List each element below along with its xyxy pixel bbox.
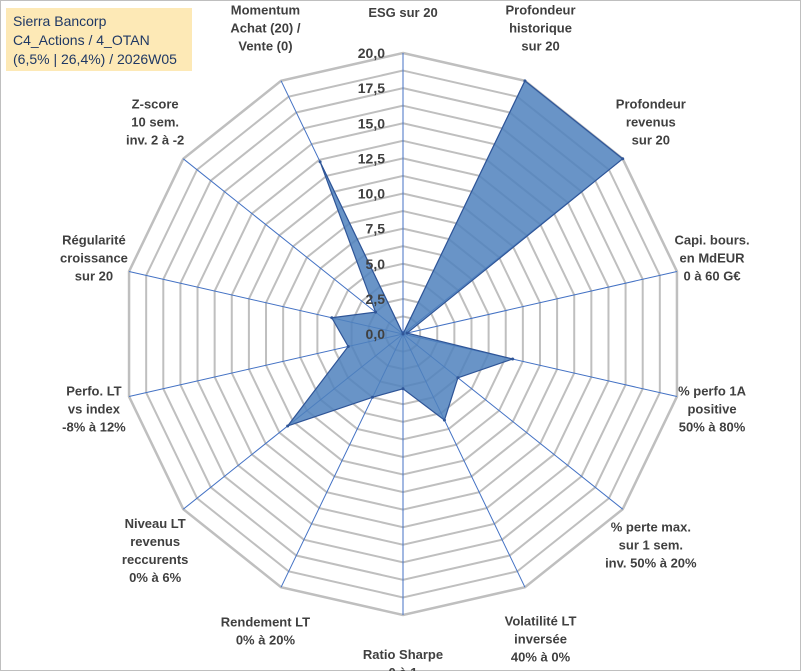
- axis-label-line: Régularité: [62, 233, 126, 248]
- axis-label-line: revenus: [626, 115, 676, 130]
- axis-label: Perfo. LT vs index -8% à 12%: [62, 383, 126, 434]
- axis-label-line: ESG sur 20: [368, 5, 437, 20]
- data-point: [346, 345, 350, 349]
- axis-label-line: -8% à 12%: [62, 419, 126, 434]
- data-point: [286, 424, 290, 428]
- axis-label-line: inv. 2 à -2: [126, 133, 184, 148]
- axis-spoke: [182, 158, 404, 335]
- tick-label: 0,0: [366, 326, 386, 342]
- tick-label: 2,5: [366, 291, 386, 307]
- tick-label: 7,5: [366, 221, 386, 237]
- axis-label: Momentum Achat (20) / Vente (0): [230, 3, 300, 54]
- axis-label-line: Vente (0): [238, 39, 292, 54]
- axis-label-line: 10 sem.: [131, 115, 179, 130]
- axis-label-line: en MdEUR: [680, 251, 746, 266]
- axis-label-line: sur 20: [521, 39, 559, 54]
- axis-label: Niveau LT revenus reccurents 0% à 6%: [122, 516, 188, 585]
- axis-label: Note ESG sur 20: [368, 0, 437, 20]
- radar-series: [285, 79, 625, 428]
- axis-label-line: 0 à 1: [389, 665, 418, 671]
- axis-label: Rendement LT 0% à 20%: [221, 614, 310, 647]
- axis-label-line: Capi. bours.: [674, 233, 749, 248]
- axis-label-line: Ratio Sharpe: [363, 647, 443, 662]
- tick-label: 17,5: [358, 80, 385, 96]
- data-point: [330, 316, 334, 320]
- axis-label: Ratio Sharpe 0 à 1: [363, 647, 443, 671]
- data-point: [371, 395, 375, 399]
- axis-label-line: 0% à 20%: [236, 632, 296, 647]
- axis-label-line: sur 1 sem.: [619, 537, 683, 552]
- axis-label-line: Volatilité LT: [505, 613, 577, 628]
- data-point: [511, 357, 515, 361]
- axis-label-line: inv. 50% à 20%: [605, 555, 697, 570]
- tick-label: 20,0: [358, 45, 385, 61]
- axis-label-line: Rendement LT: [221, 614, 310, 629]
- axis-label-line: % perfo 1A: [678, 383, 747, 398]
- tick-label: 5,0: [366, 256, 386, 272]
- axis-spoke: [402, 270, 678, 335]
- radar-tick-labels: 0,0 2,5 5,0 7,5 10,0 12,5 15,0 17,5 20,0: [358, 45, 385, 342]
- axis-label: Profondeur historique sur 20: [506, 3, 576, 54]
- axis-label: Profondeur revenus sur 20: [616, 97, 686, 148]
- tick-label: 15,0: [358, 115, 385, 131]
- axis-label-line: Z-score: [132, 97, 179, 112]
- axis-label-line: vs index: [68, 401, 121, 416]
- axis-label: Z-score 10 sem. inv. 2 à -2: [126, 97, 184, 148]
- data-point: [405, 331, 409, 335]
- axis-label-line: Achat (20) /: [230, 21, 300, 36]
- axis-label-line: Perfo. LT: [66, 383, 121, 398]
- axis-label-line: 0 à 60 G€: [683, 269, 740, 284]
- data-point: [318, 160, 322, 164]
- axis-label-line: reccurents: [122, 552, 188, 567]
- axis-label-line: Note: [389, 0, 418, 2]
- axis-label-line: Profondeur: [616, 97, 686, 112]
- axis-label-line: 40% à 0%: [511, 649, 571, 664]
- radar-axis-labels: Note ESG sur 20 Profondeur historique sur 20…: [60, 0, 750, 671]
- title-line-3: (6,5% | 26,4%) / 2026W05: [13, 51, 177, 67]
- axis-label-line: sur 20: [632, 133, 670, 148]
- axis-label: % perfo 1A positive 50% à 80%: [678, 383, 747, 434]
- axis-label-line: % perte max.: [611, 519, 691, 534]
- chart-title-box: Sierra Bancorp C4_Actions / 4_OTAN (6,5%…: [6, 8, 192, 71]
- data-point: [442, 418, 446, 422]
- axis-label: Volatilité LT inversée 40% à 0%: [505, 613, 577, 664]
- data-point: [401, 332, 405, 336]
- tick-label: 12,5: [358, 150, 385, 166]
- axis-label-line: Momentum: [231, 3, 300, 18]
- axis-label-line: sur 20: [75, 269, 113, 284]
- axis-label: % perte max. sur 1 sem. inv. 50% à 20%: [605, 519, 697, 570]
- axis-label-line: croissance: [60, 251, 128, 266]
- title-line-2: C4_Actions / 4_OTAN: [13, 32, 150, 48]
- axis-label-line: revenus: [130, 534, 180, 549]
- axis-label-line: Niveau LT: [125, 516, 186, 531]
- tick-label: 10,0: [358, 186, 385, 202]
- data-point: [374, 310, 378, 314]
- axis-label: Régularité croissance sur 20: [60, 233, 128, 284]
- axis-label: Capi. bours. en MdEUR 0 à 60 G€: [674, 233, 749, 284]
- axis-label-line: historique: [509, 21, 572, 36]
- axis-label-line: positive: [687, 401, 736, 416]
- axis-label-line: 50% à 80%: [679, 419, 746, 434]
- data-point: [523, 79, 527, 83]
- axis-label-line: 0% à 6%: [129, 570, 181, 585]
- data-point: [401, 387, 405, 391]
- data-point: [456, 376, 460, 380]
- data-point: [621, 157, 625, 161]
- title-line-1: Sierra Bancorp: [13, 13, 107, 29]
- axis-label-line: Profondeur: [506, 3, 576, 18]
- axis-label-line: inversée: [514, 631, 567, 646]
